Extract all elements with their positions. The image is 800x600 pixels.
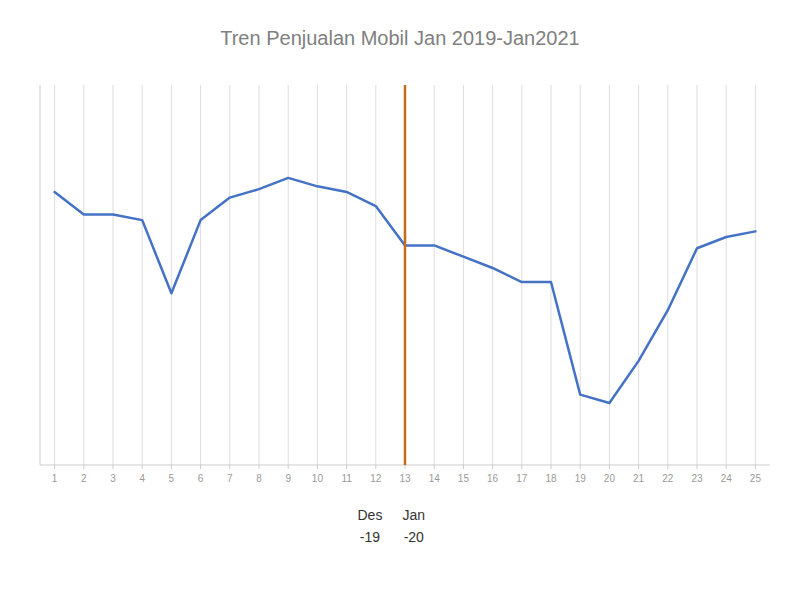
x-tick (551, 465, 552, 469)
grid-line (580, 85, 581, 465)
x-tick (259, 465, 260, 469)
grid-line (551, 85, 552, 465)
grid (55, 85, 756, 465)
x-tick-label: 11 (341, 473, 352, 484)
x-tick (229, 465, 230, 469)
x-tick (405, 465, 406, 469)
x-tick-label: 25 (750, 473, 762, 484)
grid-line (288, 85, 289, 465)
grid-line (375, 85, 376, 465)
x-axis: 1234567891011121314151617181920212223242… (52, 465, 762, 484)
annotation: -19 (360, 529, 380, 545)
x-tick (375, 465, 376, 469)
annotations: Des -19 Jan -20 (358, 507, 426, 545)
grid-line (638, 85, 639, 465)
reference-line (404, 85, 407, 465)
x-tick-label: 13 (399, 473, 411, 484)
x-tick (638, 465, 639, 469)
x-tick (667, 465, 668, 469)
chart: Tren Penjualan Mobil Jan 2019-Jan2021123… (0, 0, 800, 600)
x-tick-label: 2 (81, 473, 87, 484)
grid-line (229, 85, 230, 465)
x-tick-label: 8 (256, 473, 262, 484)
x-tick-label: 12 (370, 473, 382, 484)
x-tick-label: 20 (604, 473, 616, 484)
x-tick (288, 465, 289, 469)
x-tick-label: 23 (691, 473, 703, 484)
grid-line (667, 85, 668, 465)
x-tick-label: 19 (575, 473, 587, 484)
x-tick (755, 465, 756, 469)
grid-line (171, 85, 172, 465)
grid-line (54, 85, 55, 465)
annotation: -20 (404, 529, 424, 545)
x-tick-label: 4 (139, 473, 145, 484)
grid-line (142, 85, 143, 465)
x-tick (580, 465, 581, 469)
x-tick-label: 3 (110, 473, 116, 484)
x-tick-label: 17 (516, 473, 528, 484)
grid-line (83, 85, 84, 465)
grid-line (113, 85, 114, 465)
x-tick (200, 465, 201, 469)
x-tick-label: 9 (285, 473, 291, 484)
x-tick (83, 465, 84, 469)
grid-line (346, 85, 347, 465)
x-tick (54, 465, 55, 469)
x-tick-label: 21 (633, 473, 645, 484)
x-tick-label: 10 (312, 473, 324, 484)
grid-line (697, 85, 698, 465)
x-tick (609, 465, 610, 469)
grid-line (434, 85, 435, 465)
x-tick-label: 16 (487, 473, 499, 484)
title: Tren Penjualan Mobil Jan 2019-Jan2021 (220, 27, 580, 49)
grid-line (200, 85, 201, 465)
x-tick-label: 14 (429, 473, 441, 484)
grid-line (463, 85, 464, 465)
grid-line (521, 85, 522, 465)
x-tick (434, 465, 435, 469)
grid-line (317, 85, 318, 465)
annotation: Des (358, 507, 383, 523)
x-tick-label: 6 (198, 473, 204, 484)
grid-line (259, 85, 260, 465)
x-tick-label: 5 (169, 473, 175, 484)
x-tick-label: 15 (458, 473, 470, 484)
x-tick-label: 22 (662, 473, 674, 484)
x-tick (142, 465, 143, 469)
x-tick (726, 465, 727, 469)
grid-line (609, 85, 610, 465)
x-tick-label: 18 (545, 473, 557, 484)
x-tick (113, 465, 114, 469)
grid-line (755, 85, 756, 465)
y-axis-line (40, 85, 41, 465)
x-tick (346, 465, 347, 469)
x-tick (492, 465, 493, 469)
x-tick (521, 465, 522, 469)
x-tick-label: 1 (52, 473, 58, 484)
grid-line (726, 85, 727, 465)
grid-line (492, 85, 493, 465)
chart-container: Tren Penjualan Mobil Jan 2019-Jan2021123… (0, 0, 800, 600)
x-tick (697, 465, 698, 469)
grid-line (405, 85, 406, 465)
x-tick (171, 465, 172, 469)
x-tick (463, 465, 464, 469)
x-tick-label: 24 (721, 473, 733, 484)
annotation: Jan (402, 507, 425, 523)
plot-area (55, 85, 756, 465)
x-tick (317, 465, 318, 469)
x-tick-label: 7 (227, 473, 233, 484)
